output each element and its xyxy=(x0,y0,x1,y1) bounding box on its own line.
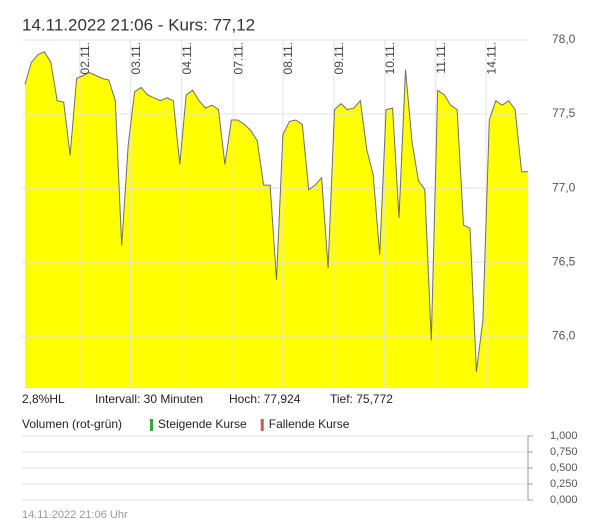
stat: Tief: 75,772 xyxy=(330,392,393,406)
x-tick-label: 11.11. xyxy=(434,42,448,74)
y-tick-label: 78,0 xyxy=(552,32,576,46)
x-tick-label: 03.11. xyxy=(129,42,143,74)
stat: Intervall: 30 Minuten xyxy=(95,392,203,406)
y-tick-label: 0,000 xyxy=(550,494,578,506)
footer: 14.11.2022 21:06 Uhr xyxy=(22,509,128,521)
chart-title: 14.11.2022 21:06 - Kurs: 77,12 xyxy=(22,15,255,34)
x-tick-label: 07.11. xyxy=(231,42,245,74)
y-tick-label: 76,0 xyxy=(552,328,576,342)
price-line xyxy=(24,51,528,372)
y-tick-label: 0,250 xyxy=(550,478,578,490)
legend-entry: Fallende Kurse xyxy=(269,417,350,431)
x-tick-label: 14.11. xyxy=(484,42,498,74)
stat: 2,8%HL xyxy=(22,392,65,406)
x-tick-label: 08.11. xyxy=(281,42,295,74)
y-tick-label: 1,000 xyxy=(550,430,578,442)
x-tick-label: 04.11. xyxy=(180,42,194,74)
y-tick-label: 0,500 xyxy=(550,462,578,474)
legend-swatch xyxy=(150,419,153,431)
y-tick-label: 0,750 xyxy=(550,446,578,458)
legend-entry: Steigende Kurse xyxy=(158,417,247,431)
y-tick-label: 76,5 xyxy=(552,254,576,268)
y-tick-label: 77,0 xyxy=(552,180,576,194)
legend-swatch xyxy=(260,419,264,431)
y-tick-label: 77,5 xyxy=(552,106,576,120)
legend-title: Volumen (rot-grün) xyxy=(22,417,122,431)
stat: Hoch: 77,924 xyxy=(229,392,301,406)
area-fill xyxy=(25,51,528,389)
x-tick-label: 02.11. xyxy=(78,42,92,74)
x-tick-label: 09.11. xyxy=(332,42,346,74)
x-tick-label: 10.11. xyxy=(383,42,397,74)
